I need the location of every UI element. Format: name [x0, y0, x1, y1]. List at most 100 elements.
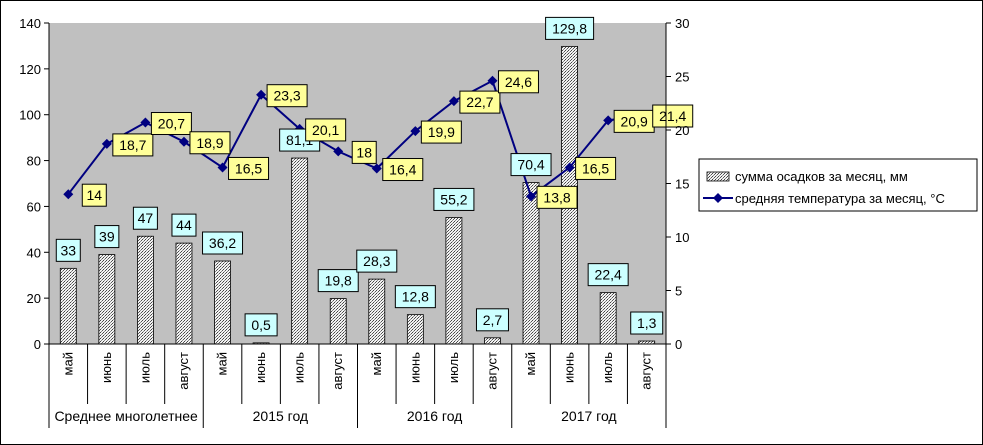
temp-label-5: 23,3 — [273, 88, 300, 104]
temp-label-6: 20,1 — [312, 122, 339, 138]
y-right-tick-label-0: 0 — [675, 337, 682, 352]
precip-label-box-4 — [202, 231, 244, 255]
temp-label-box-8 — [382, 158, 424, 182]
temp-label-0: 14 — [86, 187, 102, 203]
precip-bar-8 — [368, 278, 386, 345]
precip-label-1: 39 — [99, 229, 115, 245]
precip-label-14: 22,4 — [595, 267, 622, 283]
temperature-point-5 — [256, 89, 267, 100]
precip-label-box-9 — [394, 285, 436, 309]
precip-bar-6 — [291, 157, 309, 345]
temp-label-15: 21,4 — [659, 108, 686, 124]
temperature-point-12 — [526, 191, 537, 202]
temperature-point-11 — [487, 75, 498, 86]
group-label-0: Среднее многолетнее — [54, 408, 198, 424]
precip-label-box-11 — [475, 308, 509, 332]
precip-label-12: 70,4 — [517, 157, 544, 173]
precip-bar-4 — [214, 260, 231, 345]
temp-label-1: 18,7 — [119, 137, 146, 153]
y-left-tick-label-2: 40 — [27, 245, 41, 260]
temperature-point-2 — [140, 117, 151, 128]
temperature-point-0 — [63, 189, 74, 200]
precip-label-box-7 — [317, 269, 359, 293]
y-right-tick-label-3: 15 — [675, 177, 689, 192]
legend: сумма осадков за месяц, мм средняя темпе… — [698, 158, 978, 212]
precip-label-box-5 — [244, 313, 278, 337]
temp-label-4: 16,5 — [235, 160, 262, 176]
temperature-point-4 — [217, 162, 228, 173]
precip-bar-2 — [137, 235, 154, 345]
category-label-7: август — [330, 352, 345, 390]
precip-label-box-2 — [132, 206, 158, 230]
precip-label-9: 12,8 — [402, 289, 429, 305]
category-label-2: июль — [137, 352, 152, 383]
category-label-9: июнь — [407, 352, 422, 383]
temp-label-box-1 — [112, 133, 154, 157]
temp-label-box-9 — [420, 120, 462, 144]
temp-label-box-13 — [575, 156, 617, 180]
precip-label-box-1 — [94, 225, 120, 249]
temp-label-11: 24,6 — [505, 74, 532, 90]
temp-label-box-15 — [652, 104, 694, 128]
temp-label-7: 18 — [356, 144, 372, 160]
precip-label-box-3 — [171, 213, 197, 237]
y-left-tick-label-4: 80 — [27, 154, 41, 169]
temp-label-box-5 — [266, 84, 308, 108]
temp-label-box-0 — [81, 183, 107, 207]
category-label-1: июнь — [99, 352, 114, 383]
category-label-6: июль — [292, 352, 307, 383]
category-label-4: май — [215, 352, 230, 375]
y-left-tick-label-5: 100 — [19, 108, 41, 123]
precip-label-box-13 — [545, 16, 595, 40]
precip-label-box-12 — [510, 153, 552, 177]
category-label-3: август — [176, 352, 191, 390]
temp-label-13: 16,5 — [582, 160, 609, 176]
category-label-10: июль — [446, 352, 461, 383]
legend-bar-swatch — [706, 171, 730, 182]
temp-label-14: 20,9 — [621, 113, 648, 129]
category-label-12: май — [523, 352, 538, 375]
precip-label-box-14 — [587, 263, 629, 287]
y-right-tick-label-4: 20 — [675, 123, 689, 138]
temp-label-box-3 — [189, 131, 231, 155]
legend-entry-precip: сумма осадков за месяц, мм — [735, 169, 908, 184]
temperature-point-14 — [603, 115, 614, 126]
y-right-tick-label-6: 30 — [675, 16, 689, 31]
precip-bar-7 — [329, 298, 347, 345]
category-label-13: июнь — [562, 352, 577, 383]
precip-label-8: 28,3 — [363, 253, 390, 269]
precip-label-box-10 — [433, 187, 475, 211]
temp-label-10: 22,7 — [466, 94, 493, 110]
temp-label-box-4 — [228, 156, 270, 180]
group-label-3: 2017 год — [561, 408, 616, 424]
precip-bar-14 — [599, 292, 617, 345]
category-label-0: май — [60, 352, 75, 375]
temp-label-9: 19,9 — [428, 124, 455, 140]
legend-box — [698, 158, 978, 212]
y-right-tick-label-2: 10 — [675, 230, 689, 245]
temperature-point-10 — [448, 96, 459, 107]
precip-label-3: 44 — [176, 217, 192, 233]
group-label-1: 2015 год — [253, 408, 308, 424]
category-label-11: август — [484, 352, 499, 390]
category-label-8: май — [369, 352, 384, 375]
y-left-tick-label-3: 60 — [27, 199, 41, 214]
y-left-tick-label-1: 20 — [27, 291, 41, 306]
precip-label-0: 33 — [60, 242, 76, 258]
precip-label-13: 129,8 — [552, 20, 587, 36]
temp-label-3: 18,9 — [196, 135, 223, 151]
temperature-point-1 — [101, 138, 112, 149]
precip-bar-9 — [406, 314, 424, 345]
precip-bar-1 — [98, 254, 116, 345]
precip-bar-11 — [484, 337, 501, 345]
precip-label-7: 19,8 — [325, 273, 352, 289]
precip-label-5: 0,5 — [251, 317, 271, 333]
legend-entry-temp: средняя температура за месяц, °С — [735, 191, 945, 206]
temp-label-box-6 — [305, 118, 347, 142]
precip-bar-3 — [175, 242, 193, 345]
temp-label-box-2 — [150, 112, 192, 136]
precip-label-box-15 — [630, 311, 664, 335]
temp-label-12: 13,8 — [543, 189, 570, 205]
